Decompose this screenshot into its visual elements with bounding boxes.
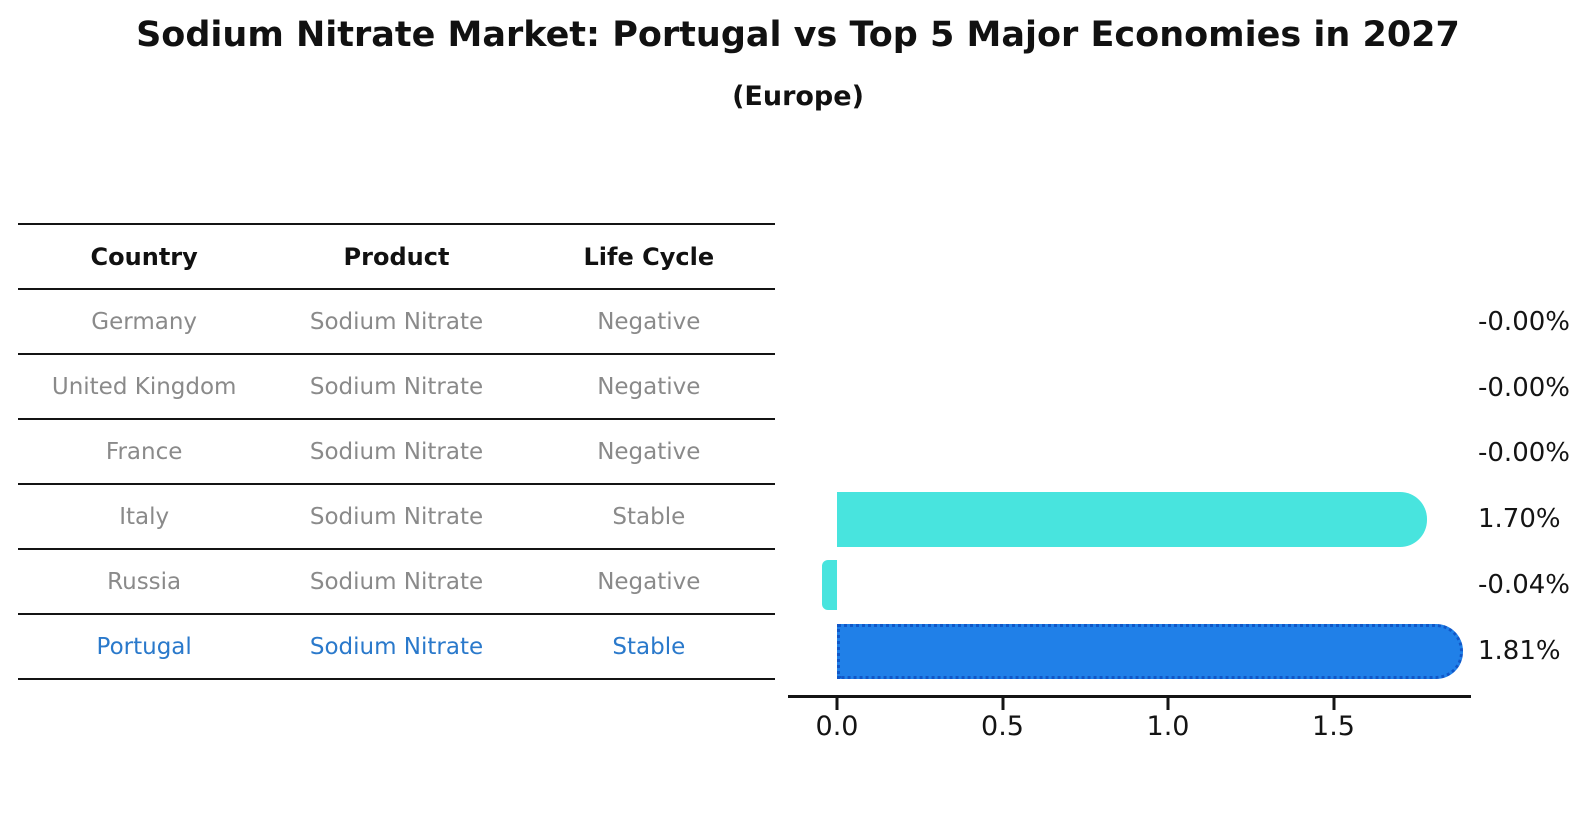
x-axis-tick — [835, 697, 839, 710]
table-cell-country: Italy — [119, 503, 170, 530]
table-row-russia: Russia Sodium Nitrate Negative — [18, 550, 775, 615]
x-axis-tick — [1001, 697, 1004, 710]
table-cell-life-cycle: Negative — [597, 373, 701, 400]
x-axis-tick — [1166, 697, 1170, 710]
x-axis-tick-label: 1.0 — [1146, 711, 1190, 742]
table-cell-life-cycle: Stable — [612, 633, 686, 660]
table-header-row: Country Product Life Cycle — [18, 223, 775, 290]
value-label-germany: -0.00% — [1478, 307, 1570, 337]
value-label-portugal: 1.81% — [1478, 636, 1561, 666]
bar-russia — [821, 560, 837, 610]
chart-subtitle: (Europe) — [732, 81, 864, 112]
x-axis-line — [788, 695, 1471, 698]
value-label-russia: -0.04% — [1478, 570, 1570, 600]
table-cell-country: Portugal — [96, 633, 192, 660]
table-row-portugal: Portugal Sodium Nitrate Stable — [18, 615, 775, 680]
x-axis-tick-label: 0.0 — [815, 711, 859, 742]
table-cell-product: Sodium Nitrate — [309, 633, 484, 660]
table-cell-life-cycle: Negative — [597, 438, 701, 465]
table-cell-product: Sodium Nitrate — [309, 568, 484, 595]
column-header-product: Product — [343, 242, 450, 271]
table-cell-product: Sodium Nitrate — [309, 373, 484, 400]
value-label-united-kingdom: -0.00% — [1478, 373, 1570, 403]
table-cell-country: France — [105, 438, 183, 465]
chart-title: Sodium Nitrate Market: Portugal vs Top 5… — [136, 15, 1460, 55]
table-cell-product: Sodium Nitrate — [309, 438, 484, 465]
table-cell-country: United Kingdom — [51, 373, 237, 400]
bar-italy — [837, 491, 1427, 547]
table-cell-life-cycle: Negative — [597, 568, 701, 595]
column-header-life-cycle: Life Cycle — [583, 242, 715, 271]
comparison-table: Country Product Life Cycle Germany Sodium Ni… — [18, 223, 775, 680]
table-row-italy: Italy Sodium Nitrate Stable — [18, 485, 775, 550]
bar-portugal — [837, 623, 1464, 679]
table-cell-product: Sodium Nitrate — [309, 503, 484, 530]
x-axis-tick — [1332, 697, 1335, 710]
table-row-united-kingdom: United Kingdom Sodium Nitrate Negative — [18, 355, 775, 420]
table-cell-life-cycle: Stable — [612, 503, 686, 530]
x-axis-tick-label: 0.5 — [981, 711, 1024, 742]
table-row-germany: Germany Sodium Nitrate Negative — [18, 290, 775, 355]
x-axis-tick-label: 1.5 — [1312, 711, 1355, 742]
column-header-country: Country — [90, 242, 198, 271]
value-label-italy: 1.70% — [1478, 504, 1561, 534]
table-cell-life-cycle: Negative — [597, 308, 701, 335]
table-row-france: France Sodium Nitrate Negative — [18, 420, 775, 485]
table-cell-country: Russia — [107, 568, 182, 595]
table-cell-product: Sodium Nitrate — [309, 308, 484, 335]
table-cell-country: Germany — [91, 308, 198, 335]
value-label-france: -0.00% — [1478, 438, 1570, 468]
